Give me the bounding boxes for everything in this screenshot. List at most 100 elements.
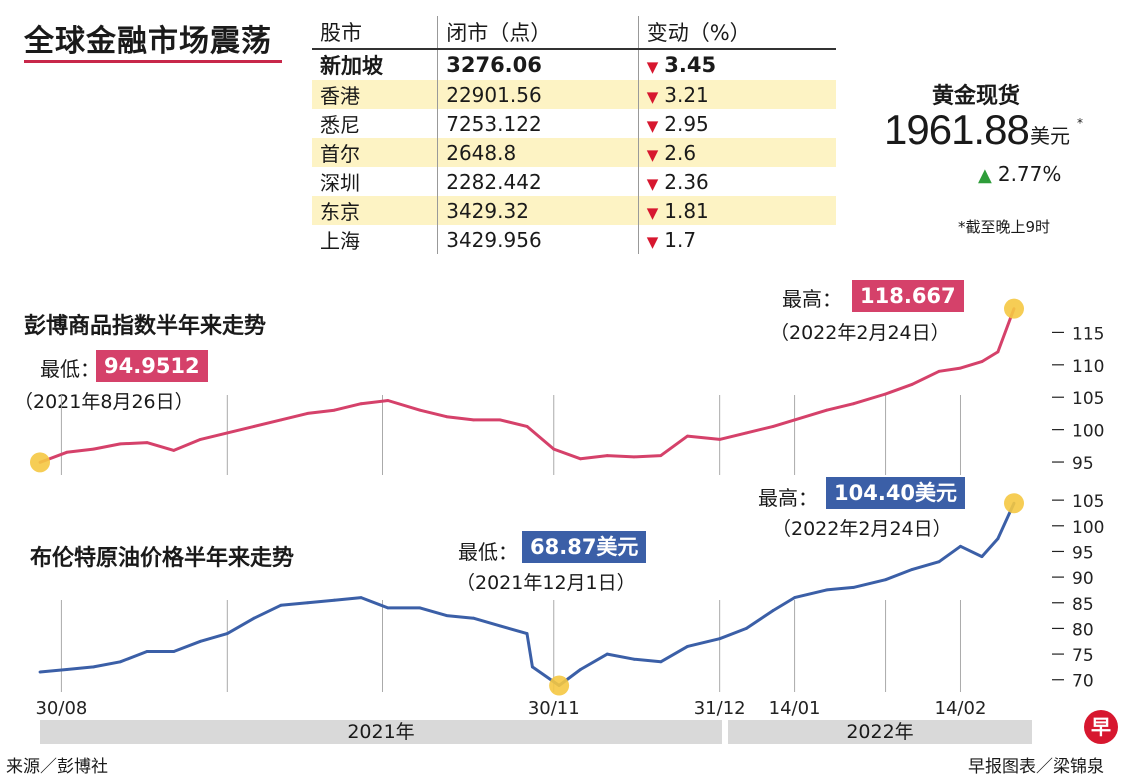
data-point [118, 442, 122, 446]
change-value: 2.6 [664, 140, 697, 165]
brent-oil-chart: 70 75 80 85 90 95 100 105 [38, 492, 1104, 696]
oil-low-date: （2021年12月1日） [456, 572, 636, 594]
change-cell: ▼ 1.7 [637, 225, 836, 254]
data-point [852, 402, 855, 406]
data-point [745, 627, 748, 630]
data-point [472, 418, 475, 422]
data-point [686, 644, 689, 648]
data-point [306, 601, 309, 605]
data-point [579, 668, 582, 671]
close-value: 2282.442 [437, 167, 639, 196]
graphic-credit: 早报图表／梁锦泉 [968, 757, 1104, 777]
x-tick-label: 30/08 [35, 698, 87, 719]
headline: 全球金融市场震荡 [24, 24, 272, 59]
data-point [884, 392, 887, 396]
down-arrow-icon: ▼ [646, 58, 659, 76]
y-tick-label: 70 [1072, 672, 1094, 692]
change-cell: ▼ 2.36 [637, 167, 836, 196]
data-point [959, 366, 962, 370]
change-value: 1.7 [664, 227, 697, 252]
close-value: 3276.06 [437, 49, 639, 80]
data-point [418, 606, 422, 610]
oil-low-label: 最低： [458, 540, 518, 564]
data-point [332, 408, 336, 412]
y-tick-label: 100 [1072, 518, 1104, 538]
data-point [38, 670, 42, 674]
change-cell: ▼ 3.21 [637, 80, 836, 109]
data-point [793, 596, 796, 600]
commodity-high-date: （2022年2月24日） [770, 322, 950, 344]
oil-low-value: 68.87美元 [522, 531, 647, 563]
y-tick-label: 90 [1072, 569, 1094, 589]
data-point [996, 537, 1000, 541]
data-point [279, 603, 283, 607]
y-tick-label: 95 [1072, 454, 1094, 474]
data-point [605, 652, 609, 656]
market-name: 上海 [320, 229, 360, 253]
y-tick-label: 105 [1072, 492, 1104, 512]
header-market: 股市 [312, 16, 438, 50]
data-point [745, 431, 748, 435]
data-point [252, 616, 256, 620]
data-point [498, 418, 502, 422]
data-point [386, 606, 390, 610]
market-name: 新加坡 [320, 54, 383, 78]
data-point [445, 415, 449, 419]
data-point [659, 660, 663, 664]
data-point [959, 544, 962, 548]
y-tick-label: 80 [1072, 620, 1094, 640]
close-value: 3429.32 [437, 196, 639, 225]
y-tick-label: 115 [1072, 324, 1104, 344]
data-point [225, 632, 229, 635]
data-point [980, 555, 984, 558]
commodity-index-line [39, 308, 1016, 464]
commodity-index-chart: 95 100 105 110 115 [30, 298, 1104, 474]
y-tick-label: 75 [1072, 646, 1094, 666]
data-point [996, 350, 1000, 354]
stock-table-header-row: 股市 闭市（点） 变动（%） [312, 16, 836, 50]
data-point [498, 624, 502, 628]
data-point [910, 568, 914, 571]
data-point [686, 434, 689, 438]
data-point [530, 665, 534, 669]
close-value: 2648.8 [437, 138, 639, 167]
data-point [359, 402, 363, 406]
close-value: 22901.56 [437, 80, 639, 109]
data-point [659, 454, 663, 457]
high-marker [1004, 493, 1024, 514]
change-value: 3.45 [664, 53, 717, 77]
data-point [252, 424, 256, 428]
y-tick-label: 105 [1072, 389, 1104, 409]
data-point [386, 399, 390, 402]
data-point [199, 639, 202, 643]
data-point [525, 632, 529, 635]
data-point [472, 616, 475, 620]
close-value: 3429.956 [437, 225, 639, 254]
close-value: 7253.122 [437, 109, 639, 138]
down-arrow-icon: ▼ [646, 87, 659, 106]
source-credit: 来源／彭博社 [6, 757, 108, 777]
change-value: 2.36 [664, 169, 709, 194]
low-marker [549, 675, 570, 696]
grid-lines [60, 395, 961, 692]
data-point [279, 418, 283, 422]
table-row: 悉尼 7253.122 ▼ 2.95 [312, 109, 836, 138]
gold-title: 黄金现货 [932, 84, 1021, 109]
data-point [306, 412, 309, 415]
header-change: 变动（%） [637, 16, 836, 50]
x-tick-label: 14/02 [935, 698, 987, 719]
data-point [418, 408, 422, 412]
data-point [225, 431, 229, 435]
data-point [825, 588, 829, 592]
down-arrow-icon: ▼ [646, 116, 659, 135]
high-marker [1004, 298, 1024, 319]
down-arrow-icon: ▼ [646, 232, 659, 251]
change-cell: ▼ 2.6 [637, 138, 836, 167]
gold-price: 1961.88 [884, 106, 1030, 153]
x-tick-label: 31/12 [694, 698, 746, 719]
year-bar-2021: 2021年 [40, 720, 722, 744]
commodity-high-label: 最高： [782, 287, 842, 311]
change-cell: ▼ 2.95 [637, 109, 836, 138]
